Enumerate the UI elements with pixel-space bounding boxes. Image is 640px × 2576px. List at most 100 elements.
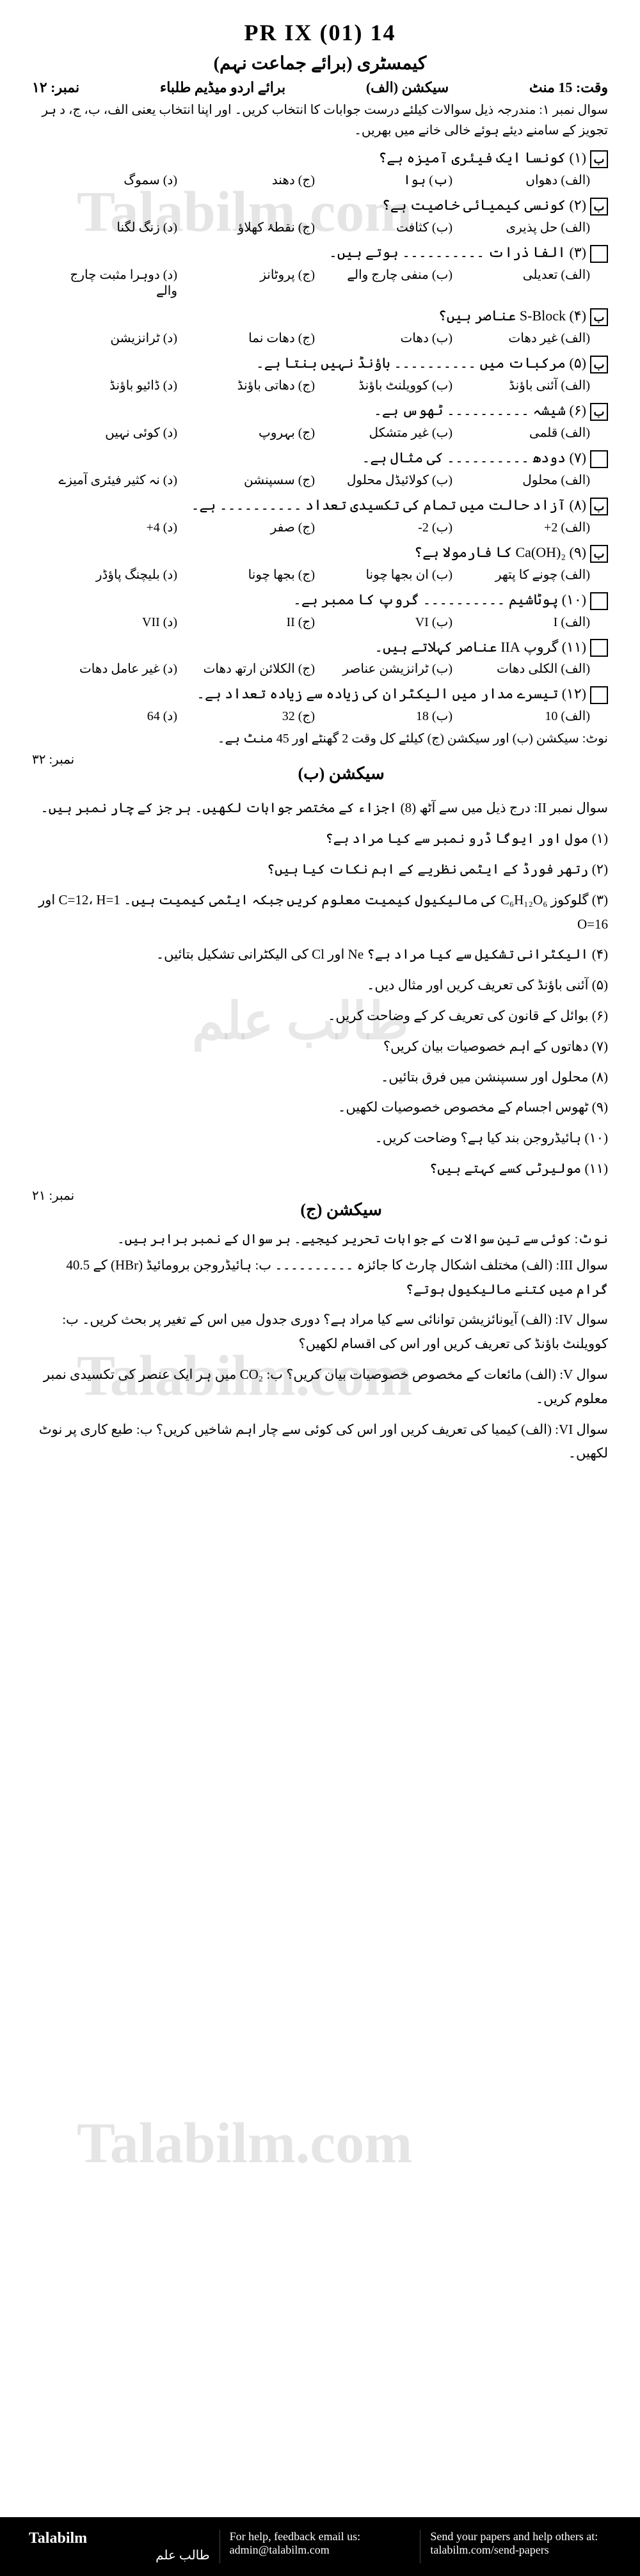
answer-box: ب (590, 150, 608, 168)
mcq-question: (۱۱) گروپ IIA عناصر کہلاتے ہیں۔ (32, 639, 608, 657)
mcq-option: (الف) آئنی باؤنڈ (458, 377, 595, 393)
header-row: وقت: 15 منٹ سیکشن (الف) برائے اردو میڈیم… (32, 79, 608, 96)
mcq-option: (ب) ٹرانزیشن عناصر (320, 661, 458, 677)
mcq-option: (ج) صفر (182, 519, 320, 535)
mcq-option: (ب) VI (320, 614, 458, 630)
answer-box: ب (590, 308, 608, 326)
mcq-question: (۱۰) پوٹاشیم ۔۔۔۔۔۔۔۔۔۔ گروپ کا ممبر ہے۔ (32, 592, 608, 610)
answer-box: ب (590, 545, 608, 563)
mcq-options: (الف) الکلی دھات(ب) ٹرانزیشن عناصر(ج) ال… (45, 661, 595, 677)
section-a-label: سیکشن (الف) (366, 79, 449, 96)
short-question: (۴) الیکٹرانی تشکیل سے کیا مراد ہے؟ Ne ا… (32, 943, 608, 967)
mcq-options: (الف) I(ب) VI(ج) II(د) VII (45, 614, 595, 630)
mcq-option: (د) سموگ (45, 172, 182, 188)
mcq-options: (الف) چونے کا پتھر(ب) ان بجھا چونا(ج) بج… (45, 567, 595, 583)
mcq-question: ب(۴) S-Block عناصر ہیں؟ (32, 308, 608, 326)
mcq-option: (د) 64 (45, 708, 182, 724)
footer-send-col: Send your papers and help others at: tal… (420, 2530, 621, 2563)
mcq-option: (ب) غیر متشکل (320, 425, 458, 441)
section-b-title: سیکشن (ب) (74, 764, 608, 783)
page-footer: Talabilm طالب علم For help, feedback ema… (0, 2517, 640, 2576)
mcq-question: ب(۶) شیشہ ۔۔۔۔۔۔۔۔۔۔ ٹھوس ہے۔ (32, 402, 608, 421)
mcq-question: ب(۹) Ca(OH)₂ کا فارمولا ہے؟ (32, 544, 608, 563)
mcq-option: (ج) 32 (182, 708, 320, 724)
mcq-question: ب(۲) کونسی کیمیائی خاصیت ہے؟ (32, 197, 608, 216)
short-question: (۵) آئنی باؤنڈ کی تعریف کریں اور مثال دی… (32, 973, 608, 998)
mcq-option: (الف) قلمی (458, 425, 595, 441)
mcq-option: (الف) 10 (458, 708, 595, 724)
short-question: (۳) گلوکوز C₆H₁₂O₆ کی مالیکیول کیمیت معل… (32, 888, 608, 937)
mcq-option: (ج) II (182, 614, 320, 630)
long-questions: سوال III: (الف) مختلف اشکال چارٹ کا جائز… (32, 1253, 608, 1466)
mcq-option: (د) دوہرا مثبت چارج والے (45, 267, 182, 299)
mcq-option: (د) ڈائیو باؤنڈ (45, 377, 182, 393)
long-question: سوال III: (الف) مختلف اشکال چارٹ کا جائز… (32, 1253, 608, 1302)
footer-send-text: Send your papers and help others at: (430, 2530, 611, 2543)
mcq-question: ب(۱) کونسا ایک فیئری آمیزہ ہے؟ (32, 150, 608, 168)
mcq-option: (د) کوئی نہیں (45, 425, 182, 441)
answer-box (590, 639, 608, 657)
short-question: (۱) مول اور ایوگا ڈرو نمبر سے کیا مراد ہ… (32, 827, 608, 851)
mcq-option: (د) VII (45, 614, 182, 630)
mcq-question: ب(۵) مرکبات میں ۔۔۔۔۔۔۔۔۔۔ باؤنڈ نہیں بن… (32, 355, 608, 373)
paper-code: PR IX (01) 14 (32, 19, 608, 46)
answer-box (590, 245, 608, 263)
marks-a-label: نمبر: ۱۲ (32, 79, 79, 96)
mcq-option: (الف) 2+ (458, 519, 595, 535)
footer-help-text: For help, feedback email us: (230, 2530, 411, 2543)
medium-label: برائے اردو میڈیم طلباء (160, 79, 285, 96)
footer-logo-ur: طالب علم (29, 2547, 210, 2563)
mcq-option: (الف) چونے کا پتھر (458, 567, 595, 583)
short-question: (۲) رتھر فورڈ کے ایٹمی نظریے کے اہم نکات… (32, 858, 608, 882)
mcq-option: (الف) دھواں (458, 172, 595, 188)
mcq-options: (الف) حل پذیری(ب) کثافت(ج) نقطۂ کھلاؤ(د)… (45, 219, 595, 235)
mcq-option: (الف) الکلی دھات (458, 661, 595, 677)
mcq-question: (۷) دودھ ۔۔۔۔۔۔۔۔۔۔ کی مثال ہے۔ (32, 450, 608, 468)
mcq-option: (ج) دھند (182, 172, 320, 188)
mcq-question: (۳) الفا ذرات ۔۔۔۔۔۔۔۔۔۔ ہوتے ہیں۔ (32, 244, 608, 263)
answer-box: ب (590, 403, 608, 421)
mcq-options: (الف) غیر دھات(ب) دھات(ج) دھات نما(د) ٹر… (45, 330, 595, 346)
mcq-options: (الف) آئنی باؤنڈ(ب) کوویلنٹ باؤنڈ(ج) دھا… (45, 377, 595, 393)
short-question: (۸) محلول اور سسپنشن میں فرق بتائیں۔ (32, 1065, 608, 1090)
mcq-question: (۱۲) تیسرے مدار میں الیکٹران کی زیادہ سے… (32, 686, 608, 704)
mcq-options: (الف) 2+(ب) 2-(ج) صفر(د) 4+ (45, 519, 595, 535)
exam-page: Talabilm.com Talabilm.com Talabilm.com ط… (0, 0, 640, 2576)
short-questions: (۱) مول اور ایوگا ڈرو نمبر سے کیا مراد ہ… (32, 827, 608, 1181)
answer-box (590, 592, 608, 610)
mcq-option: (الف) محلول (458, 472, 595, 488)
section-c-title: سیکشن (ج) (74, 1200, 608, 1220)
short-question: (۷) دھاتوں کے اہم خصوصیات بیان کریں؟ (32, 1035, 608, 1059)
mcq-options: (الف) تعدیلی(ب) منفی چارج والے(ج) پروٹان… (45, 267, 595, 299)
mcq-question: ب(۸) آزاد حالت میں تمام کی تکسیدی تعداد … (32, 497, 608, 515)
section-c-header: سیکشن (ج) نمبر: ۲۱ (32, 1188, 608, 1226)
answer-box: ب (590, 356, 608, 373)
mcq-option: (ب) کولائیڈل محلول (320, 472, 458, 488)
mcq-option: (ب) 2- (320, 519, 458, 535)
watermark-en-3: Talabilm.com (77, 2110, 412, 2176)
footer-help-col: For help, feedback email us: admin@talab… (220, 2530, 421, 2563)
mcq-option: (ب) دھات (320, 330, 458, 346)
mcq-option: (ب) 18 (320, 708, 458, 724)
mcq-option: (ج) بہروپ (182, 425, 320, 441)
mcq-option: (د) نہ کثیر فیئری آمیزے (45, 472, 182, 488)
mcq-options: (الف) دھواں(ب) ہوا(ج) دھند(د) سموگ (45, 172, 595, 188)
mcq-options: (الف) 10(ب) 18(ج) 32(د) 64 (45, 708, 595, 724)
short-question: (۱۱) مولیرٹی کسے کہتے ہیں؟ (32, 1157, 608, 1181)
mcq-option: (ج) بجھا چونا (182, 567, 320, 583)
mcq-option: (ج) سسپنشن (182, 472, 320, 488)
mcq-option: (ب) منفی چارج والے (320, 267, 458, 299)
time-label: وقت: 15 منٹ (529, 79, 608, 96)
mcq-option: (ب) کثافت (320, 219, 458, 235)
footer-help-email: admin@talabilm.com (230, 2543, 411, 2557)
mcq-option: (ب) کوویلنٹ باؤنڈ (320, 377, 458, 393)
mcq-option: (د) زنگ لگنا (45, 219, 182, 235)
short-question: (۱۰) ہائیڈروجن بند کیا ہے؟ وضاحت کریں۔ (32, 1126, 608, 1151)
mcq-option: (الف) غیر دھات (458, 330, 595, 346)
mcq-option: (ج) الکلائن ارتھ دھات (182, 661, 320, 677)
section-c-note: نوٹ: کوئی سے تین سوالات کے جوابات تحریر … (32, 1231, 608, 1247)
mcq-option: (د) 4+ (45, 519, 182, 535)
footer-logo-en: Talabilm (29, 2530, 210, 2547)
mcq-option: (الف) تعدیلی (458, 267, 595, 299)
mcq-option: (ب) ہوا (320, 172, 458, 188)
